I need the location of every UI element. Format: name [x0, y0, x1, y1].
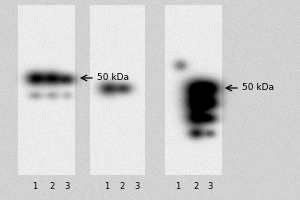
Text: 3: 3: [207, 182, 213, 191]
Text: 1: 1: [32, 182, 38, 191]
Text: 3: 3: [64, 182, 70, 191]
Text: 2: 2: [194, 182, 199, 191]
Text: 3: 3: [134, 182, 140, 191]
Text: 50 kDa: 50 kDa: [242, 84, 274, 92]
Text: 1: 1: [104, 182, 110, 191]
Text: 2: 2: [119, 182, 124, 191]
Text: 1: 1: [176, 182, 181, 191]
Text: 2: 2: [50, 182, 55, 191]
Text: 50 kDa: 50 kDa: [97, 73, 129, 82]
